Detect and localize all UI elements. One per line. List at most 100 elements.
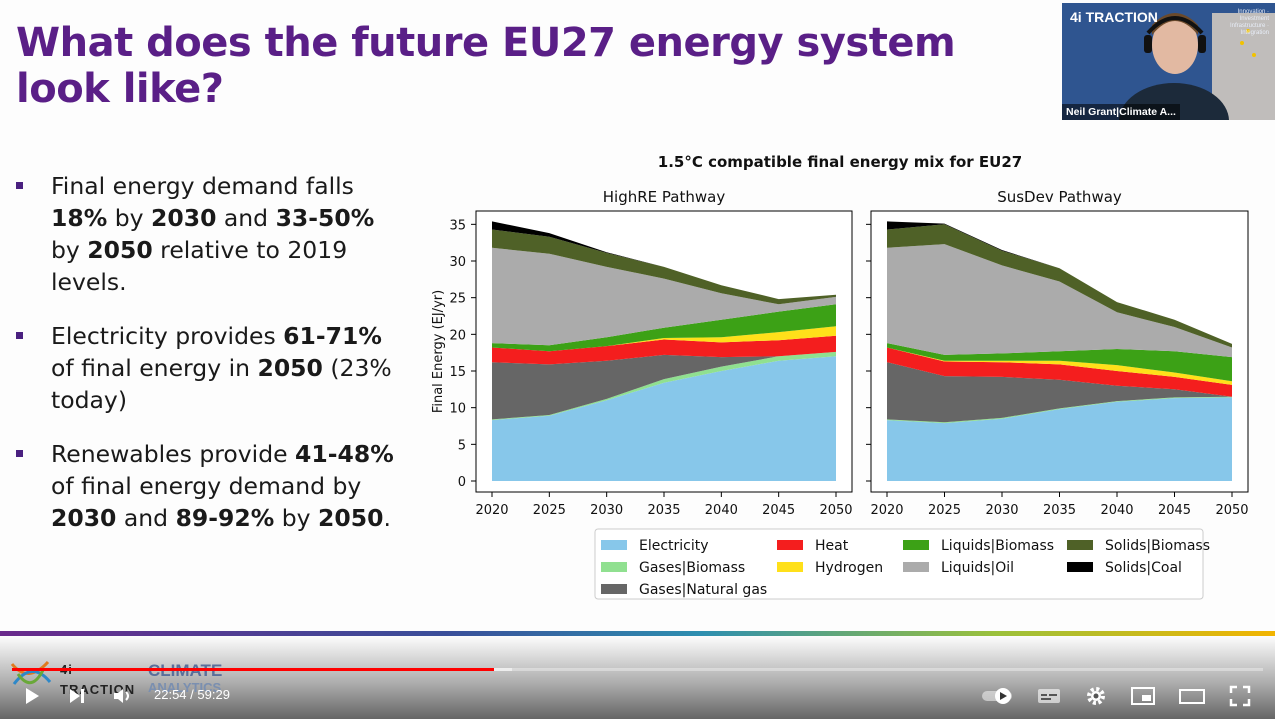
legend-label: Gases|Natural gas [639, 582, 767, 598]
x-tick-label: 2045 [1158, 503, 1191, 518]
footer-logo-right-line2: ANALYTICS [148, 680, 222, 695]
bullet-text: by [274, 504, 319, 532]
next-icon [70, 689, 84, 703]
settings-icon [1087, 687, 1105, 705]
bullet-text: and [116, 504, 176, 532]
video-time: 22:54 / 59:29 [154, 687, 230, 702]
chart-panel-title: HighRE Pathway [603, 188, 726, 206]
y-tick-label: 25 [449, 292, 466, 307]
bullet-text: by [107, 204, 152, 232]
bullet-item: Renewables provide 41-48% of final energ… [16, 438, 401, 534]
energy-mix-chart: 1.5°C compatible final energy mix for EU… [420, 145, 1260, 605]
x-tick-label: 2025 [928, 503, 961, 518]
x-tick-label: 2050 [1215, 503, 1248, 518]
slide-title-line2: look like? [16, 66, 224, 112]
area-series-liquids-oil [492, 247, 836, 346]
bullet-text: 33-50% [275, 204, 375, 232]
legend-label: Liquids|Biomass [941, 538, 1054, 554]
subtitles-button[interactable] [1034, 683, 1064, 709]
legend-swatch [777, 562, 803, 572]
area-series-heat [887, 347, 1232, 397]
bullet-text: 2050 [318, 504, 384, 532]
area-series-hydrogen [492, 326, 836, 352]
legend-swatch [1067, 540, 1093, 550]
duration: 59:29 [197, 687, 230, 702]
miniplayer-button[interactable] [1128, 683, 1158, 709]
bullet-text: (23% today) [51, 354, 392, 414]
bullet-text: relative to 2019 levels. [51, 236, 348, 296]
x-tick-label: 2030 [985, 503, 1018, 518]
chart-panel-title: SusDev Pathway [997, 188, 1122, 206]
play-icon [26, 688, 39, 704]
video-progress-bar[interactable] [12, 668, 1263, 671]
x-tick-label: 2030 [590, 503, 623, 518]
bullet-item: Final energy demand falls 18% by 2030 an… [16, 170, 401, 298]
volume-button[interactable] [108, 683, 138, 709]
bullet-text: of final energy demand by [51, 472, 362, 500]
fullscreen-button[interactable] [1225, 683, 1255, 709]
settings-button[interactable] [1081, 683, 1111, 709]
webcam-tagline: Innovation · Investment Infrastructure ·… [1229, 9, 1269, 36]
progress-played [12, 668, 494, 671]
chart-suptitle: 1.5°C compatible final energy mix for EU… [658, 153, 1022, 171]
theater-mode-button[interactable] [1177, 683, 1207, 709]
play-button[interactable] [16, 683, 46, 709]
legend-label: Electricity [639, 538, 709, 554]
bullet-text: 2050 [257, 354, 323, 382]
subtitles-icon [1038, 689, 1060, 703]
autoplay-toggle-icon [982, 688, 1012, 704]
bullet-text: 89-92% [175, 504, 275, 532]
legend-label: Liquids|Oil [941, 560, 1014, 576]
webcam-logo: 4i TRACTION [1070, 9, 1158, 25]
legend-swatch [777, 540, 803, 550]
area-series-solids-coal [492, 221, 836, 300]
miniplayer-icon [1131, 687, 1155, 705]
legend-swatch [601, 540, 627, 550]
autoplay-toggle[interactable] [980, 683, 1016, 709]
x-tick-label: 2025 [533, 503, 566, 518]
video-player-controls [0, 636, 1275, 719]
speaker-nameplate: Neil Grant|Climate A... [1062, 104, 1180, 120]
area-series-gases-biomass [492, 351, 836, 421]
y-tick-label: 30 [449, 255, 466, 270]
bullet-item: Electricity provides 61-71% of final ene… [16, 320, 401, 416]
time-separator: / [186, 687, 198, 702]
bullet-text: 61-71% [283, 322, 382, 350]
x-tick-label: 2050 [819, 503, 852, 518]
next-button[interactable] [62, 683, 92, 709]
bullet-text: Electricity provides [51, 322, 284, 350]
legend-label: Gases|Biomass [639, 560, 745, 576]
y-tick-label: 10 [449, 402, 466, 417]
area-series-solids-biomass [492, 229, 836, 305]
legend-label: Solids|Biomass [1105, 538, 1210, 554]
area-series-heat [492, 335, 836, 365]
current-time: 22:54 [154, 687, 187, 702]
bullet-text: 2050 [87, 236, 153, 264]
y-tick-label: 15 [449, 365, 466, 380]
area-series-electricity [492, 356, 836, 481]
legend-swatch [903, 540, 929, 550]
footer-logo-climate-analytics: CLIMATE ANALYTICS [148, 662, 258, 696]
legend-label: Heat [815, 538, 849, 554]
x-tick-label: 2020 [870, 503, 903, 518]
chart-legend [594, 528, 1204, 600]
bullet-text: and [216, 204, 276, 232]
bullet-list: Final energy demand falls 18% by 2030 an… [16, 170, 401, 556]
slide-title-line1: What does the future EU27 energy system [16, 20, 956, 66]
area-series-electricity [887, 397, 1232, 481]
area-series-liquids-oil [887, 244, 1232, 358]
volume-icon [114, 689, 129, 703]
bullet-text: Renewables provide [51, 440, 296, 468]
x-tick-label: 2035 [647, 503, 680, 518]
bullet-text: Final energy demand falls [51, 172, 354, 200]
legend-swatch [601, 584, 627, 594]
x-tick-label: 2020 [475, 503, 508, 518]
x-tick-label: 2035 [1043, 503, 1076, 518]
area-series-liquids-biomass [492, 304, 836, 352]
legend-swatch [601, 562, 627, 572]
theater-icon [1179, 689, 1205, 704]
bullet-text: by [51, 236, 88, 264]
slide-title: What does the future EU27 energy system … [16, 20, 1016, 112]
x-tick-label: 2045 [762, 503, 795, 518]
